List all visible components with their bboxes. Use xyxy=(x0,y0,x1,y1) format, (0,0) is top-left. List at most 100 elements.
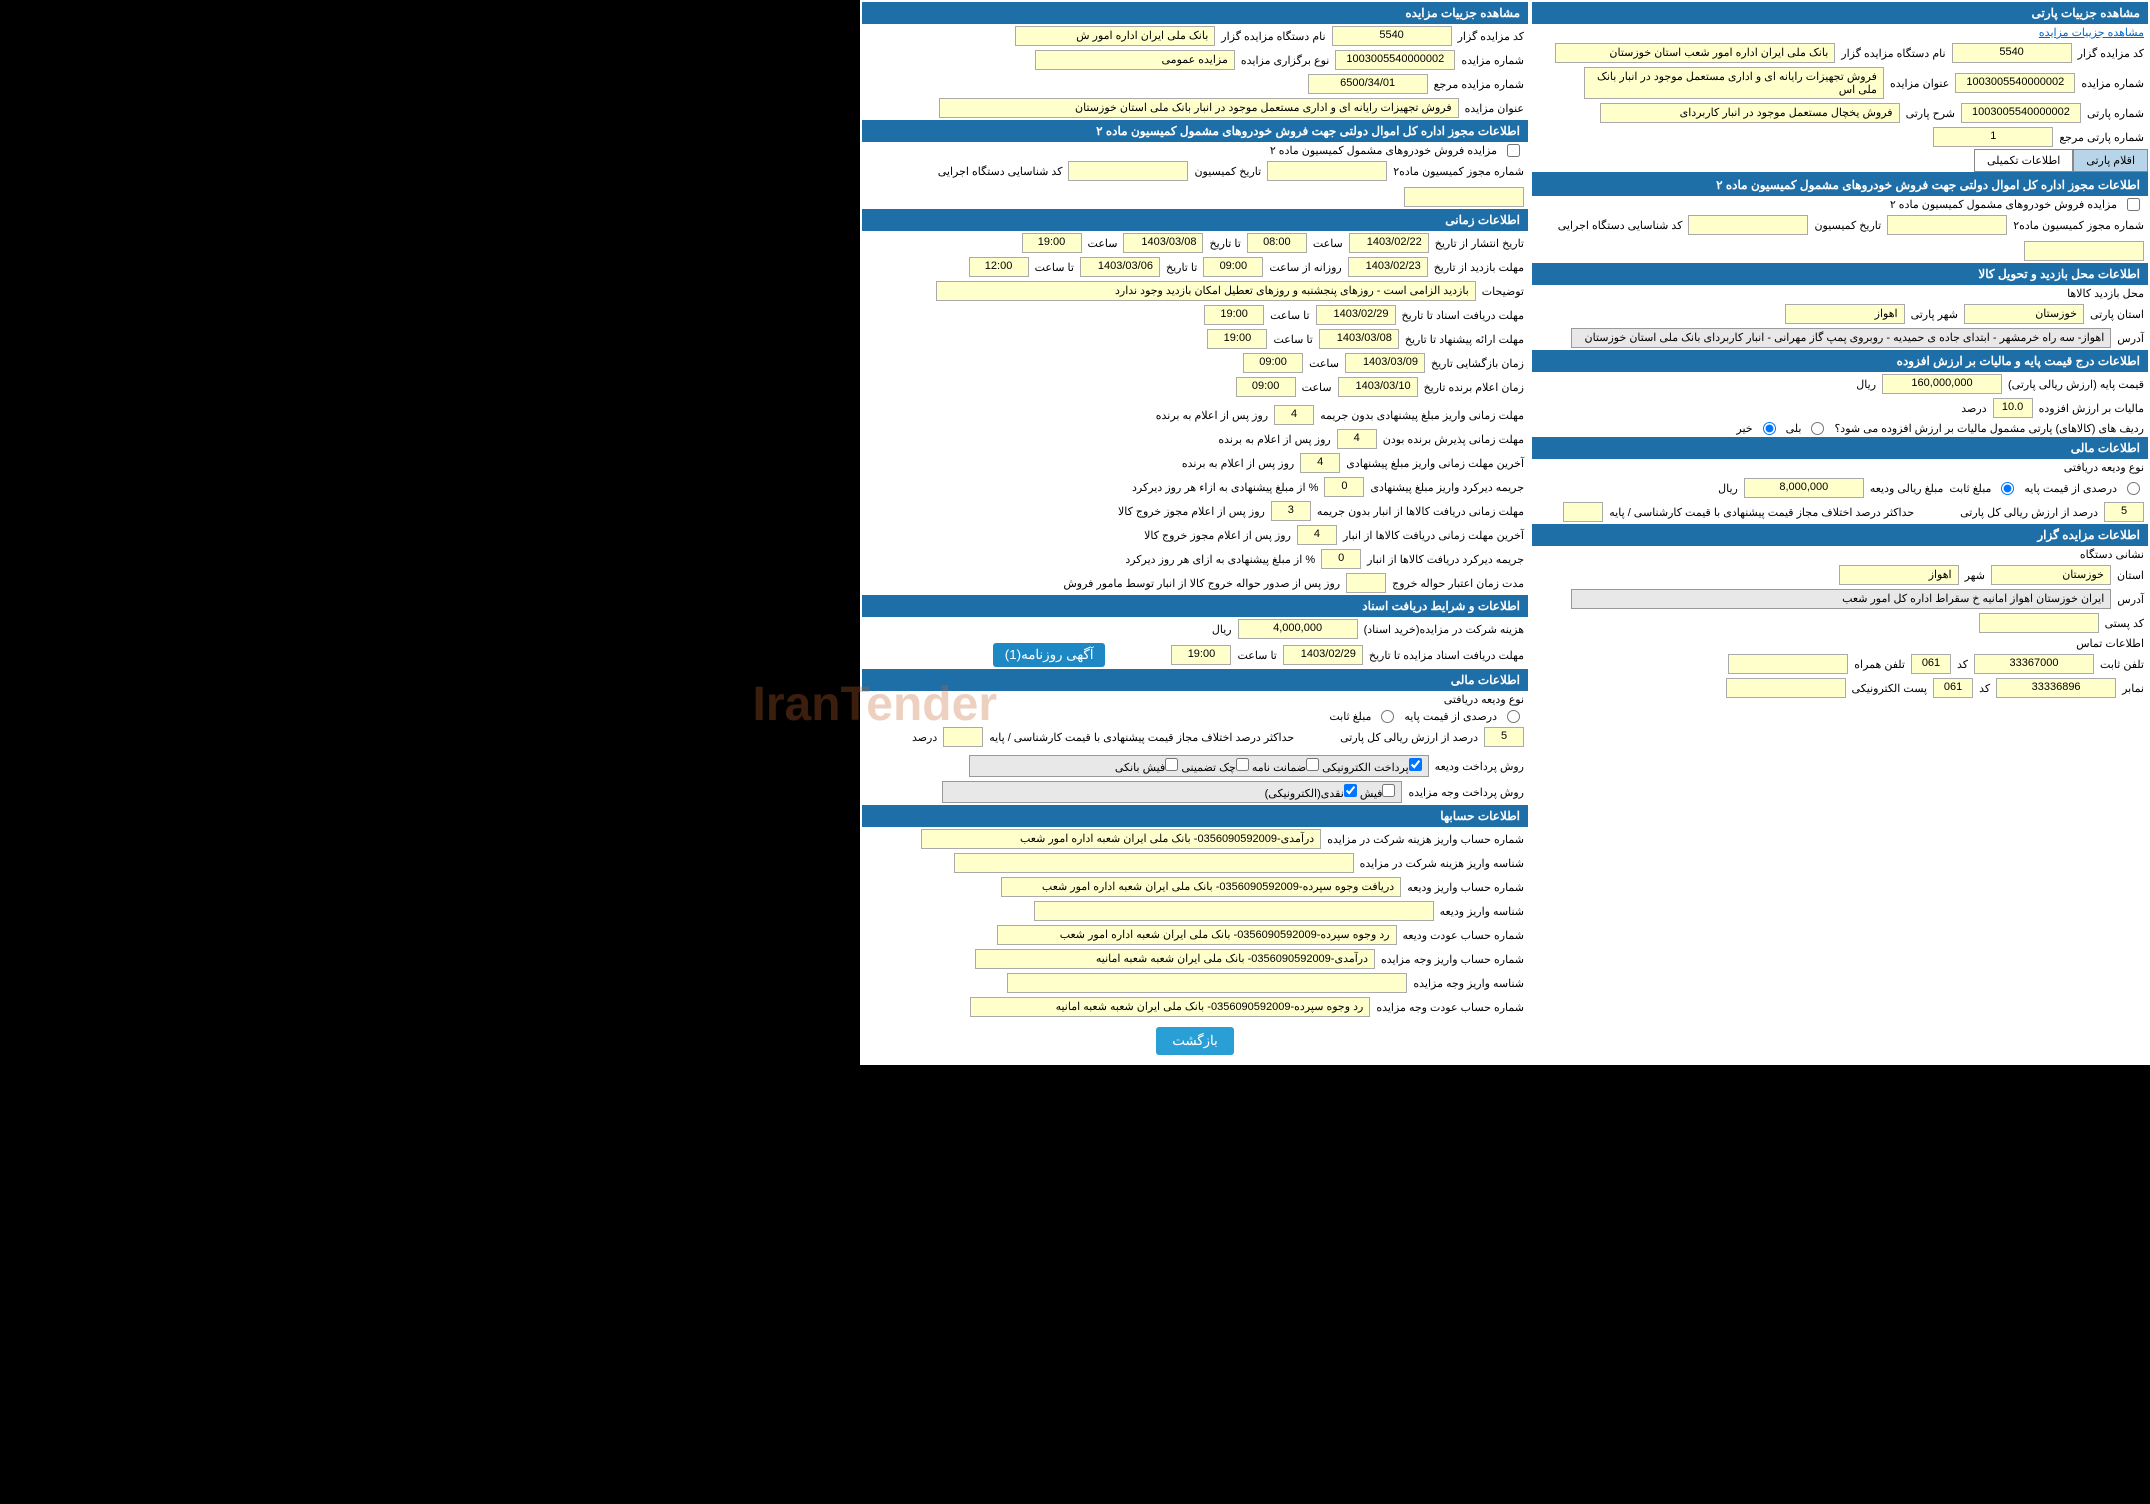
l-depamt-label: مبلغ ریالی ودیعه xyxy=(1870,482,1944,495)
r-ti1u: روز پس از اعلام به برنده xyxy=(1156,409,1268,422)
left-panel: مشاهده جزییات پارتی مشاهده جزییات مزایده… xyxy=(1530,0,2150,1065)
r-ti3u: روز پس از اعلام به برنده xyxy=(1182,457,1294,470)
r-cb-pay3[interactable] xyxy=(1236,758,1249,771)
right-panel: مشاهده جزییات مزایده کد مزایده گزار 5540… xyxy=(860,0,1530,1065)
r-desc-label: توضیحات xyxy=(1482,285,1524,298)
r-device-field: بانک ملی ایران اداره امور ش xyxy=(1015,26,1215,46)
r-t4: 12:00 xyxy=(969,257,1029,277)
r-ti1-label: مهلت زمانی واریز مبلغ پیشنهادی بدون جریم… xyxy=(1320,409,1524,422)
r-ti7: 0 xyxy=(1321,549,1361,569)
r-radio-percent[interactable] xyxy=(1507,710,1520,723)
r-header-docs: اطلاعات و شرایط دریافت اسناد xyxy=(862,595,1528,617)
l-header-price: اطلاعات درج قیمت پایه و مالیات بر ارزش ا… xyxy=(1532,350,2148,372)
r-acc2 xyxy=(954,853,1354,873)
r-cb-pay2[interactable] xyxy=(1306,758,1319,771)
r-acc2-label: شناسه واریز هزینه شرکت در مزایده xyxy=(1360,857,1524,870)
l-radio-no[interactable] xyxy=(1763,422,1776,435)
l-exec-field xyxy=(2024,241,2144,261)
r-header-timing: اطلاعات زمانی xyxy=(862,209,1528,231)
l-radio-percent[interactable] xyxy=(2127,482,2140,495)
r-t7l: ساعت xyxy=(1309,357,1339,370)
r-cb-pay1[interactable] xyxy=(1409,758,1422,771)
tab-items[interactable]: اقلام پارتی xyxy=(2073,149,2148,172)
return-button[interactable]: بازگشت xyxy=(1156,1027,1234,1055)
r-visitdate: 1403/02/23 xyxy=(1348,257,1428,277)
r-offerdate: 1403/03/08 xyxy=(1319,329,1399,349)
l-postal-field xyxy=(1979,613,2099,633)
l-anum-field: 1003005540000002 xyxy=(1955,73,2075,93)
l-header-permit: اطلاعات مجوز اداره کل اموال دولتی جهت فر… xyxy=(1532,174,2148,196)
r-pay4: فیش بانکی xyxy=(1115,762,1165,774)
r-permit-label: شماره مجوز کمیسیون ماده۲ xyxy=(1393,165,1524,178)
l-pnum-label: شماره پارتی xyxy=(2087,107,2144,120)
r-t1l: ساعت xyxy=(1313,237,1343,250)
r-ti3: 4 xyxy=(1300,453,1340,473)
r-acc7-label: شناسه واریز وجه مزایده xyxy=(1413,977,1524,990)
l-addr-field: اهواز- سه راه خرمشهر - ابتدای جاده ی حمی… xyxy=(1571,328,2111,348)
r-cb-pay4[interactable] xyxy=(1165,758,1178,771)
r-code-field: 5540 xyxy=(1332,26,1452,46)
l-header-financial: اطلاعات مالی xyxy=(1532,437,2148,459)
tab-details[interactable]: اطلاعات تکمیلی xyxy=(1974,149,2073,172)
r-acc4 xyxy=(1034,901,1434,921)
r-type-field: مزایده عمومی xyxy=(1035,50,1235,70)
view-auction-link[interactable]: مشاهده جزییات مزایده xyxy=(2039,26,2144,39)
l-pdesc-field: فروش یخچال مستعمل موجود در انبار کاربردا… xyxy=(1600,103,1900,123)
r-pay2: ضمانت نامه xyxy=(1252,762,1306,774)
r-ti6u: روز پس از اعلام مجوز خروج کالا xyxy=(1144,529,1291,542)
r-header-permit: اطلاعات مجوز اداره کل اموال دولتی جهت فر… xyxy=(862,120,1528,142)
main-container: مشاهده جزییات پارتی مشاهده جزییات مزایده… xyxy=(0,0,2150,1065)
r-todate2-label: تا تاریخ xyxy=(1166,261,1197,274)
l-orgaddr-label: نشانی دستگاه xyxy=(2080,548,2144,561)
l-baseprice-label: قیمت پایه (ارزش ریالی پارتی) xyxy=(2008,378,2144,391)
r-radio-fixed[interactable] xyxy=(1381,710,1394,723)
tabs: اقلام پارتی اطلاعات تکمیلی xyxy=(1532,149,2148,174)
r-checkbox-commission[interactable] xyxy=(1507,144,1520,157)
l-pdesc-label: شرح پارتی xyxy=(1906,107,1955,120)
l-yes: بلی xyxy=(1786,422,1802,435)
r-todate2: 1403/03/06 xyxy=(1080,257,1160,277)
r-apay2: نقدی(الکترونیکی) xyxy=(1265,788,1344,800)
newspaper-button[interactable]: آگهی روزنامه(1) xyxy=(993,643,1106,667)
l-phone-field: 33367000 xyxy=(1974,654,2094,674)
l-date-field xyxy=(1688,215,1808,235)
l-maxdiff-field xyxy=(1563,502,1603,522)
r-ti5u: روز پس از اعلام مجوز خروج کالا xyxy=(1118,505,1265,518)
l-permit-label: شماره مجوز کمیسیون ماده۲ xyxy=(2013,219,2144,232)
r-pay3: چک تضمینی xyxy=(1181,762,1235,774)
r-cb-apay1[interactable] xyxy=(1382,784,1395,797)
l-checkbox-commission[interactable] xyxy=(2127,198,2140,211)
l-radio-fixed[interactable] xyxy=(2001,482,2014,495)
l-radio-yes[interactable] xyxy=(1811,422,1824,435)
r-ti2: 4 xyxy=(1337,429,1377,449)
r-cb-apay2[interactable] xyxy=(1344,784,1357,797)
l-vat-label: مالیات بر ارزش افزوده xyxy=(2039,402,2144,415)
r-winnerdate: 1403/03/10 xyxy=(1338,377,1418,397)
r-apaymethod-label: روش پرداخت وجه مزایده xyxy=(1408,786,1524,799)
r-docdl-label: مهلت دریافت اسناد تا تاریخ xyxy=(1402,309,1524,322)
l-maxdiff-label: حداکثر درصد اختلاف مجاز قیمت پیشنهادی با… xyxy=(1609,506,1914,519)
r-opendate: 1403/03/09 xyxy=(1345,353,1425,373)
r-t3: 09:00 xyxy=(1203,257,1263,277)
l-header-visit: اطلاعات محل بازدید و تحویل کالا xyxy=(1532,263,2148,285)
r-pctparty-label: درصد از ارزش ریالی کل پارتی xyxy=(1340,731,1478,744)
r-title-field: فروش تجهیزات رایانه ای و اداری مستعمل مو… xyxy=(939,98,1459,118)
r-fee-label: هزینه شرکت در مزایده(خرید اسناد) xyxy=(1364,623,1524,636)
r-anum-label: شماره مزایده xyxy=(1461,54,1524,67)
l-vat-field: 10.0 xyxy=(1993,398,2033,418)
r-ti2-label: مهلت زمانی پذیرش برنده بودن xyxy=(1383,433,1524,446)
l-title-label: عنوان مزایده xyxy=(1890,77,1949,90)
r-tt5l: تا ساعت xyxy=(1270,309,1309,322)
r-anum-field: 1003005540000002 xyxy=(1335,50,1455,70)
l-vatq-label: ردیف های (کالاهای) پارتی مشمول مالیات بر… xyxy=(1834,422,2144,435)
r-header-financial: اطلاعات مالی xyxy=(862,669,1528,691)
r-title-label: عنوان مزایده xyxy=(1465,102,1524,115)
r-acc1: درآمدی-0356090592009- بانک ملی ایران شعب… xyxy=(921,829,1321,849)
r-ti3-label: آخرین مهلت زمانی واریز مبلغ پیشنهادی xyxy=(1346,457,1524,470)
r-ti8-label: مدت زمان اعتبار حواله خروج xyxy=(1392,577,1524,590)
l-prov2-field: خوزستان xyxy=(1991,565,2111,585)
l-code-label: کد مزایده گزار xyxy=(2078,47,2144,60)
l-prov2-label: استان xyxy=(2117,569,2144,582)
r-ref-field: 6500/34/01 xyxy=(1308,74,1428,94)
l-city2-field: اهواز xyxy=(1839,565,1959,585)
